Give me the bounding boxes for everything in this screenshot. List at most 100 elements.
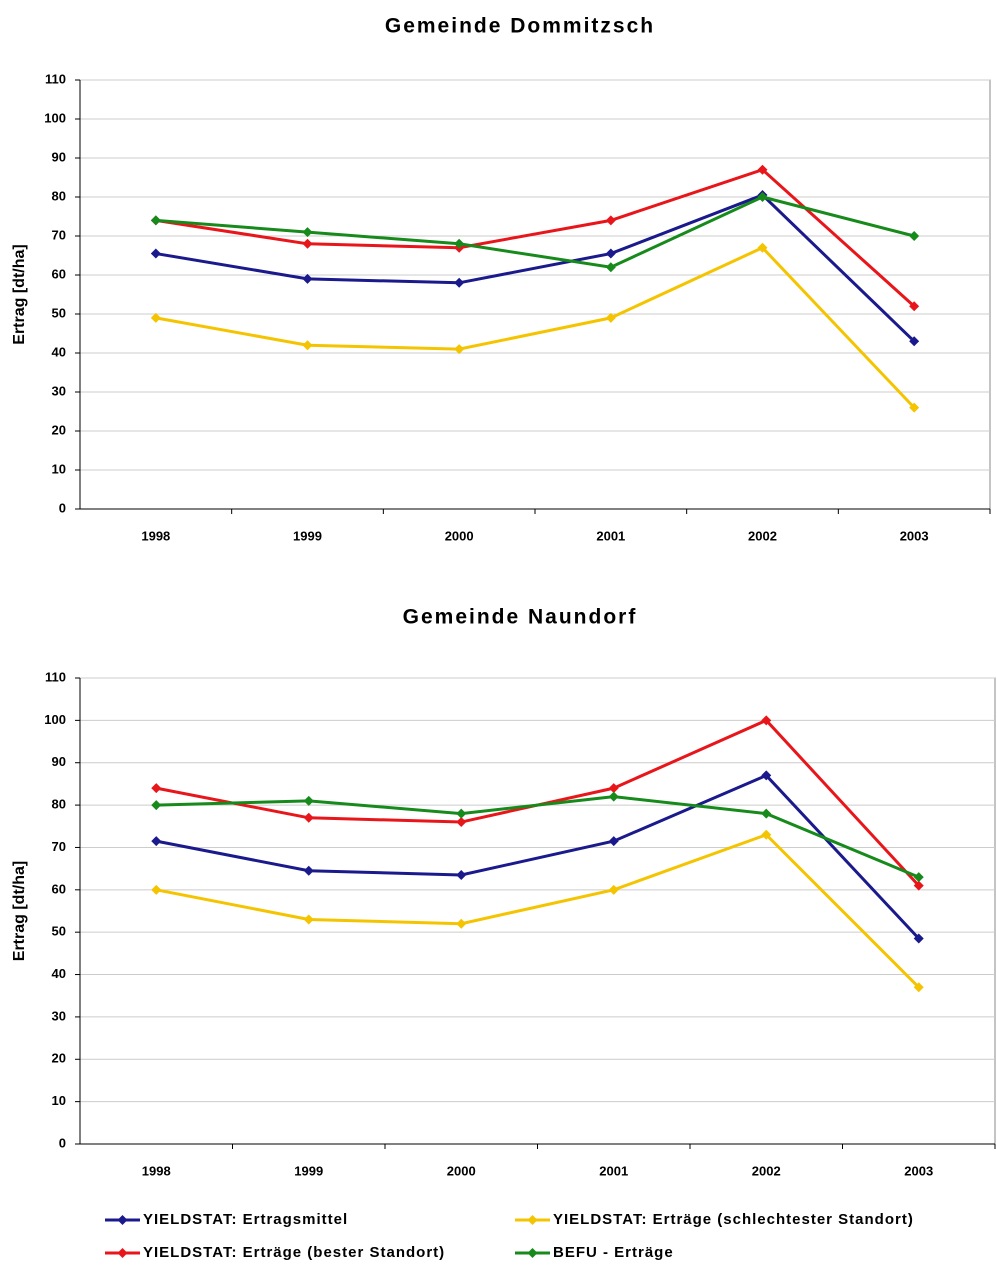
x-tick-label: 1998 [141,528,170,543]
data-point [913,880,924,891]
y-tick-label: 60 [52,881,66,896]
data-point [608,884,619,895]
data-point [761,770,772,781]
x-tick-label: 2001 [596,528,625,543]
series-line [155,195,915,269]
data-point [302,238,313,249]
y-tick-label: 0 [59,500,66,515]
data-point [913,872,924,883]
y-tick-label: 10 [52,461,66,476]
data-point [761,829,772,840]
y-tick-label: 40 [52,966,66,981]
y-tick-label: 70 [52,227,66,242]
x-tick-label: 2002 [752,1163,781,1178]
y-tick-label: 20 [52,422,66,437]
y-tick-label: 110 [45,669,66,684]
data-point [454,277,465,288]
data-point [608,791,619,802]
data-point [757,164,768,175]
y-tick-label: 30 [52,1008,66,1023]
data-point [454,344,465,355]
data-point [605,248,616,259]
data-point [303,914,314,925]
y-tick-label: 0 [59,1135,66,1150]
data-point [913,982,924,993]
data-point [150,312,161,323]
x-tick-label: 1999 [294,1163,323,1178]
y-tick-label: 100 [44,110,66,125]
data-point [151,800,162,811]
data-point [303,865,314,876]
data-point [151,884,162,895]
data-point [761,715,772,726]
x-tick-label: 2000 [447,1163,476,1178]
chart-title: Gemeinde Naundorf [403,606,638,629]
data-point [608,836,619,847]
series-line [155,833,920,989]
y-tick-label: 30 [52,383,66,398]
data-point [608,783,619,794]
x-tick-label: 2002 [748,528,777,543]
data-point [151,836,162,847]
data-point [909,301,920,312]
y-axis-label: Ertrag [dt/ha] [11,244,28,344]
y-tick-label: 110 [45,71,66,86]
y-tick-label: 40 [52,344,66,359]
data-point [456,817,467,828]
data-point [302,340,313,351]
data-point [909,231,920,241]
plot-area [79,677,996,1145]
y-axis-label: Ertrag [dt/ha] [11,861,28,961]
x-tick-label: 1999 [293,528,322,543]
data-point [909,402,920,413]
y-tick-label: 90 [52,149,66,164]
data-point [757,242,768,253]
legend-marker [117,1248,128,1258]
series-line [155,245,916,409]
x-tick-label: 2001 [599,1163,628,1178]
y-tick-label: 20 [52,1051,66,1066]
plot-area [79,79,991,510]
data-point [605,215,616,226]
y-tick-label: 80 [52,797,66,812]
x-tick-label: 2003 [900,528,929,543]
y-tick-label: 60 [52,266,66,281]
legend-label: YIELDSTAT: Erträge (bester Standort) [143,1244,445,1261]
y-tick-label: 90 [52,754,66,769]
legend-label: BEFU - Erträge [553,1244,674,1261]
data-point [913,933,924,944]
legend-marker [117,1215,128,1225]
y-tick-label: 50 [52,924,66,939]
y-tick-label: 50 [52,305,66,320]
legend-label: YIELDSTAT: Ertragsmittel [143,1211,348,1228]
data-point [303,812,314,823]
legend-marker [527,1215,538,1225]
data-point [761,808,772,819]
data-point [302,227,313,238]
y-tick-label: 80 [52,188,66,203]
data-point [456,918,467,929]
series-line [155,193,916,343]
data-point [150,215,161,226]
data-point [302,273,313,284]
y-tick-label: 70 [52,839,66,854]
data-point [150,248,161,259]
x-tick-label: 2000 [445,528,474,543]
series-line [156,795,920,879]
legend-label: YIELDSTAT: Erträge (schlechtester Stando… [553,1211,914,1228]
y-tick-label: 10 [52,1093,66,1108]
x-tick-label: 1998 [142,1163,171,1178]
data-point [151,783,162,794]
chart-title: Gemeinde Dommitzsch [385,15,655,38]
data-point [303,795,314,806]
y-tick-label: 100 [44,712,66,727]
data-point [909,336,920,347]
data-point [456,869,467,880]
data-point [456,808,467,819]
data-point [605,262,616,273]
data-point [605,312,616,323]
series-line [155,773,920,940]
data-point [757,192,768,202]
series-line [155,168,916,308]
